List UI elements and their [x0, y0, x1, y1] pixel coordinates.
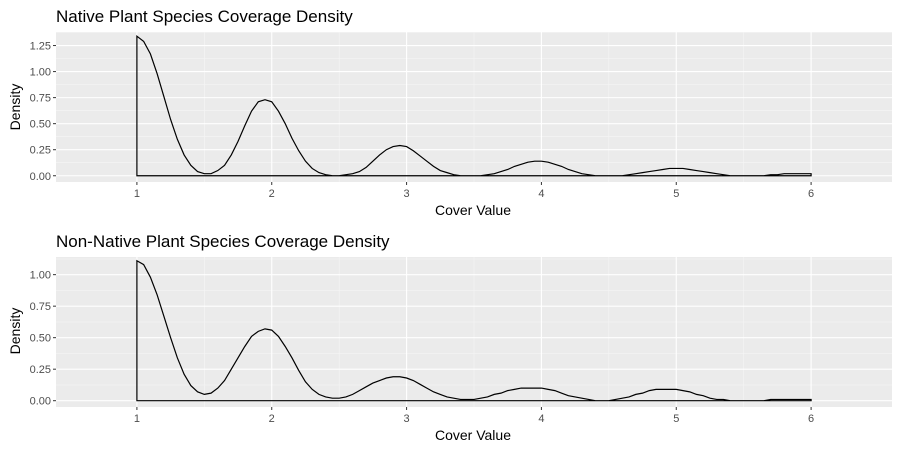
- y-tick-label: 0.75: [30, 93, 51, 105]
- y-tick-label: 0.75: [30, 301, 51, 313]
- x-tick-label: 6: [808, 188, 814, 200]
- y-axis-title-text: Density: [7, 308, 23, 355]
- y-tick-label: 0.50: [30, 333, 51, 345]
- y-tick-label: 0.50: [30, 119, 51, 131]
- y-axis-title-text: Density: [7, 84, 23, 131]
- x-tick-label: 2: [269, 188, 275, 200]
- y-tick-label: 1.00: [30, 67, 51, 79]
- plot-panel: 1 2 3 4 5 6 0.00 0.25 0.50 0.75 1.00: [30, 257, 892, 425]
- x-tick-label: 6: [808, 413, 814, 425]
- density-curve: [136, 34, 812, 177]
- x-axis-title: Cover Value: [435, 202, 511, 218]
- x-tick-label: 3: [404, 413, 410, 425]
- x-tick-label: 2: [269, 413, 275, 425]
- x-tick-label: 3: [404, 188, 410, 200]
- y-axis-title: Density: [7, 308, 23, 355]
- y-axis-title: Density: [7, 84, 23, 131]
- x-tick-label: 4: [538, 413, 544, 425]
- x-tick-label: 4: [538, 188, 544, 200]
- plot-panel: 1 2 3 4 5 6 0.00 0.25 0.50 0.75 1.00 1.25: [30, 32, 892, 200]
- y-tick-label: 1.25: [30, 41, 51, 53]
- x-tick-label: 1: [134, 413, 140, 425]
- y-tick-label: 0.00: [30, 171, 51, 183]
- x-tick-label: 5: [673, 188, 679, 200]
- x-axis-title: Cover Value: [435, 427, 511, 443]
- y-tick-label: 1.00: [30, 270, 51, 282]
- chart-title: Non-Native Plant Species Coverage Densit…: [56, 232, 390, 251]
- y-tick-label: 0.25: [30, 145, 51, 157]
- non-native-density-plot: 1 2 3 4 5 6 0.00 0.25 0.50 0.75 1.00 Non-Native Pl…: [7, 232, 892, 443]
- native-density-plot: 1 2 3 4 5 6 0.00 0.25 0.50 0.75 1.00 1.25 Native Pl…: [7, 7, 892, 218]
- y-tick-label: 0.00: [30, 396, 51, 408]
- chart-title: Native Plant Species Coverage Density: [56, 7, 353, 26]
- density-curve: [136, 259, 812, 402]
- x-tick-label: 1: [134, 188, 140, 200]
- y-tick-label: 0.25: [30, 364, 51, 376]
- x-tick-label: 5: [673, 413, 679, 425]
